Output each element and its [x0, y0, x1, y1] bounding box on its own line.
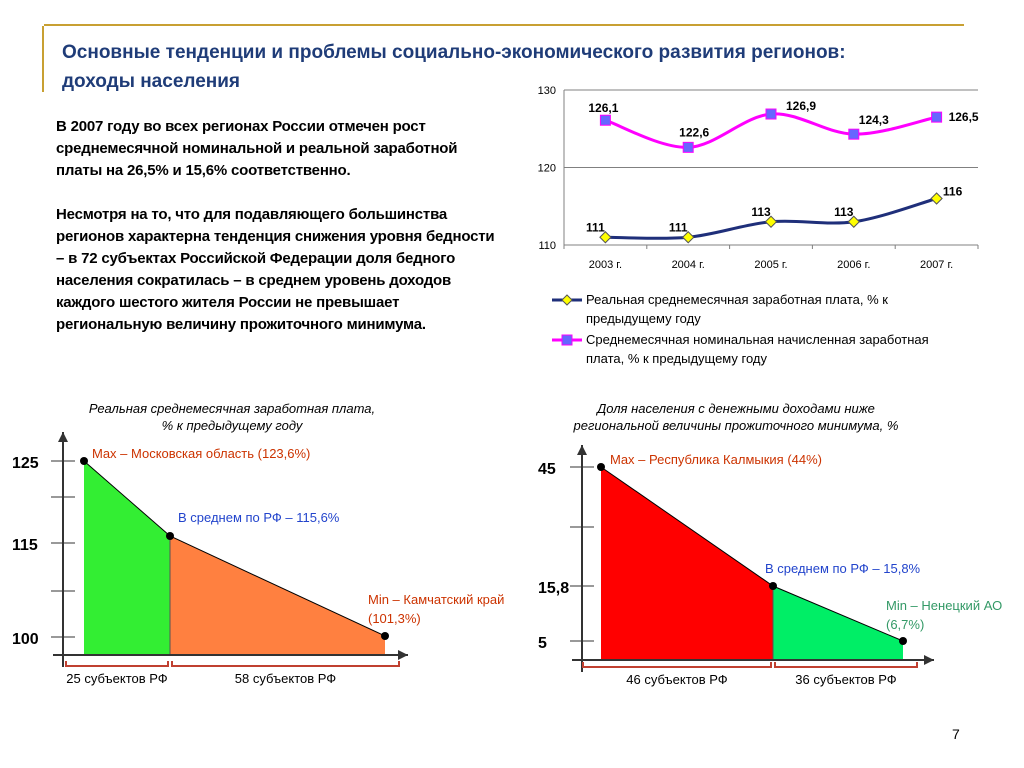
- data-point: [848, 128, 860, 140]
- x-tick-label: 2006 г.: [837, 259, 870, 271]
- x-axis-arrow: [924, 655, 934, 665]
- y-tick-label: 115: [12, 537, 38, 554]
- data-label: 124,3: [859, 113, 889, 127]
- legend-label: Среднемесячная номинальная начисленная з…: [586, 332, 929, 347]
- data-point: [769, 582, 777, 590]
- x-tick-label: 2007 г.: [920, 259, 953, 271]
- segment-1-label: 46 субъектов РФ: [626, 672, 728, 687]
- data-point: [681, 231, 695, 244]
- segment-2-brace: [774, 662, 918, 668]
- data-label: 116: [943, 185, 963, 199]
- segment-2-label: 36 субъектов РФ: [795, 672, 897, 687]
- avg-label: В среднем по РФ – 15,8%: [765, 561, 921, 576]
- data-point: [764, 215, 778, 228]
- data-point: [166, 532, 174, 540]
- y-axis-arrow: [577, 445, 587, 455]
- segment-area: [773, 586, 903, 660]
- y-tick-label: 120: [538, 163, 556, 175]
- data-point: [682, 141, 694, 153]
- paragraph-poverty: Несмотря на то, что для подавляющего бол…: [56, 206, 495, 333]
- line-chart: 110 120 130 2003 г. 2004 г. 2005 г. 2006 г. 200…: [538, 85, 979, 366]
- segment-area: [170, 536, 385, 655]
- segment-area: [84, 461, 170, 655]
- data-label: 126,1: [588, 101, 618, 115]
- title-top-rule: [44, 24, 964, 26]
- data-point: [599, 231, 612, 244]
- data-point: [847, 215, 861, 228]
- data-point: [597, 463, 605, 471]
- data-label: 111: [586, 220, 605, 234]
- slide-title-line2: доходы населения: [62, 71, 241, 92]
- data-label: 126,9: [786, 99, 816, 113]
- page-number: 7: [952, 726, 960, 742]
- chart-title: Реальная среднемесячная заработная плата…: [89, 401, 375, 416]
- body-text: В 2007 году во всех регионах России отме…: [56, 116, 506, 358]
- legend-label: плата, % к предыдущему году: [586, 351, 767, 366]
- data-label: 113: [751, 205, 771, 219]
- max-label: Max – Республика Калмыкия (44%): [610, 452, 822, 467]
- segment-1-brace: [582, 662, 772, 668]
- poverty-area-chart: Доля населения с денежными доходами ниже…: [538, 401, 1002, 687]
- min-label: (101,3%): [368, 611, 421, 626]
- data-label: 122,6: [679, 125, 709, 139]
- segment-2-brace: [171, 661, 400, 667]
- max-label: Max – Московская область (123,6%): [92, 446, 310, 461]
- segment-area: [601, 467, 773, 660]
- data-point: [765, 108, 777, 120]
- chart-title: % к предыдущему году: [162, 418, 304, 433]
- segment-1-label: 25 субъектов РФ: [66, 671, 168, 686]
- title-side-rule: [42, 26, 44, 92]
- data-label: 126,5: [949, 110, 979, 124]
- slide-title-line1: Основные тенденции и проблемы социально-…: [62, 42, 846, 63]
- legend-marker: [561, 334, 573, 346]
- segment-2-label: 58 субъектов РФ: [235, 671, 337, 686]
- y-tick-label: 15,8: [538, 580, 569, 597]
- avg-label: В среднем по РФ – 115,6%: [178, 510, 340, 525]
- y-axis-arrow: [58, 432, 68, 442]
- chart-title: региональной величины прожиточного миним…: [573, 418, 899, 433]
- min-label: Min – Камчатский край: [368, 592, 504, 607]
- y-tick-label: 130: [538, 85, 556, 97]
- data-point: [599, 114, 611, 126]
- y-tick-label: 125: [12, 455, 39, 472]
- legend-label: предыдущему году: [586, 311, 701, 326]
- slide-title: Основные тенденции и проблемы социально-…: [62, 38, 982, 96]
- chart-title: Доля населения с денежными доходами ниже: [595, 401, 875, 416]
- paragraph-growth: В 2007 году во всех регионах России отме…: [56, 118, 458, 179]
- data-point: [80, 457, 88, 465]
- legend-label: Реальная среднемесячная заработная плата…: [586, 292, 888, 307]
- y-tick-label: 45: [538, 461, 556, 478]
- y-tick-label: 110: [538, 240, 556, 252]
- data-point: [381, 632, 389, 640]
- segment-1-brace: [65, 661, 169, 667]
- data-point: [899, 637, 907, 645]
- legend-marker: [561, 294, 573, 306]
- data-point: [931, 111, 943, 123]
- data-label: 111: [669, 220, 688, 234]
- data-point: [930, 192, 943, 205]
- min-label: Min – Ненецкий АО: [886, 598, 1002, 613]
- min-label: (6,7%): [886, 617, 924, 632]
- y-tick-label: 100: [12, 631, 39, 648]
- salary-area-chart: Реальная среднемесячная заработная плата…: [12, 401, 504, 686]
- x-tick-label: 2005 г.: [754, 259, 787, 271]
- y-tick-label: 5: [538, 635, 547, 652]
- x-axis-arrow: [398, 650, 408, 660]
- data-label: 113: [834, 205, 854, 219]
- x-tick-label: 2004 г.: [672, 259, 705, 271]
- x-tick-label: 2003 г.: [589, 259, 622, 271]
